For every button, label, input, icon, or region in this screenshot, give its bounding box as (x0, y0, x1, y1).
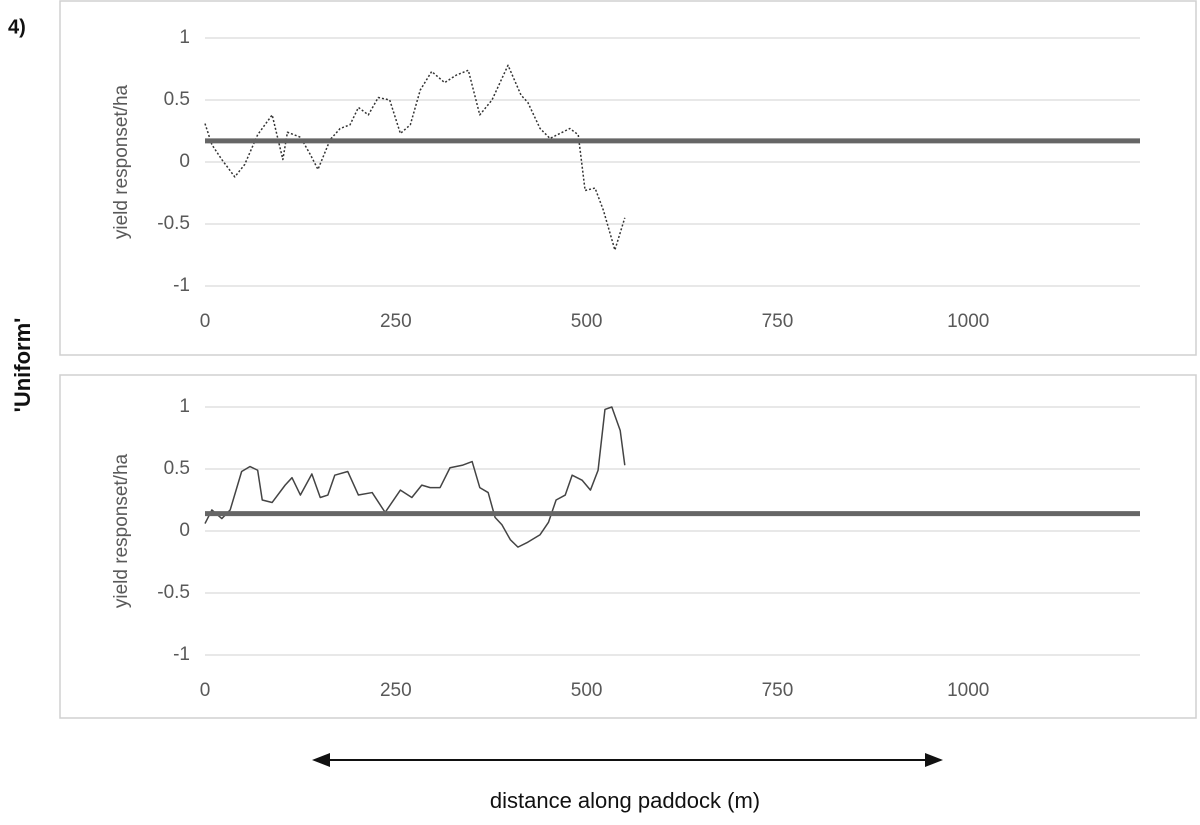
arrow-head (925, 753, 943, 767)
x-tick-label: 250 (380, 680, 412, 701)
x-tick-label: 750 (762, 311, 794, 332)
y-tick-label: -1 (173, 644, 190, 665)
x-tick-label: 0 (200, 311, 211, 332)
y-tick-label: -0.5 (157, 213, 190, 234)
x-tick-label: 500 (571, 311, 603, 332)
y-tick-label: 0.5 (164, 89, 190, 110)
y-tick-label: -1 (173, 275, 190, 296)
x-tick-label: 500 (571, 680, 603, 701)
data-line (204, 64, 626, 251)
y-tick-label: 0 (179, 151, 190, 172)
y-tick-label: 1 (179, 27, 190, 48)
y-tick-label: 1 (179, 396, 190, 417)
row-label: 'Uniform' (10, 318, 35, 413)
panel-frame (59, 0, 1197, 356)
x-axis-label: distance along paddock (m) (490, 788, 760, 813)
y-tick-label: -0.5 (157, 582, 190, 603)
y-tick-label: 0 (179, 520, 190, 541)
y-axis-label: yield responset/ha (111, 453, 132, 608)
x-tick-label: 750 (762, 680, 794, 701)
data-line (204, 406, 626, 548)
arrow-head (312, 753, 330, 767)
x-tick-label: 1000 (947, 311, 989, 332)
panel-frame (59, 374, 1197, 719)
y-axis-label: yield responset/ha (111, 84, 132, 239)
x-tick-label: 250 (380, 311, 412, 332)
x-tick-label: 0 (200, 680, 211, 701)
x-tick-label: 1000 (947, 680, 989, 701)
y-tick-label: 0.5 (164, 458, 190, 479)
panel-label: 4) (8, 16, 26, 38)
